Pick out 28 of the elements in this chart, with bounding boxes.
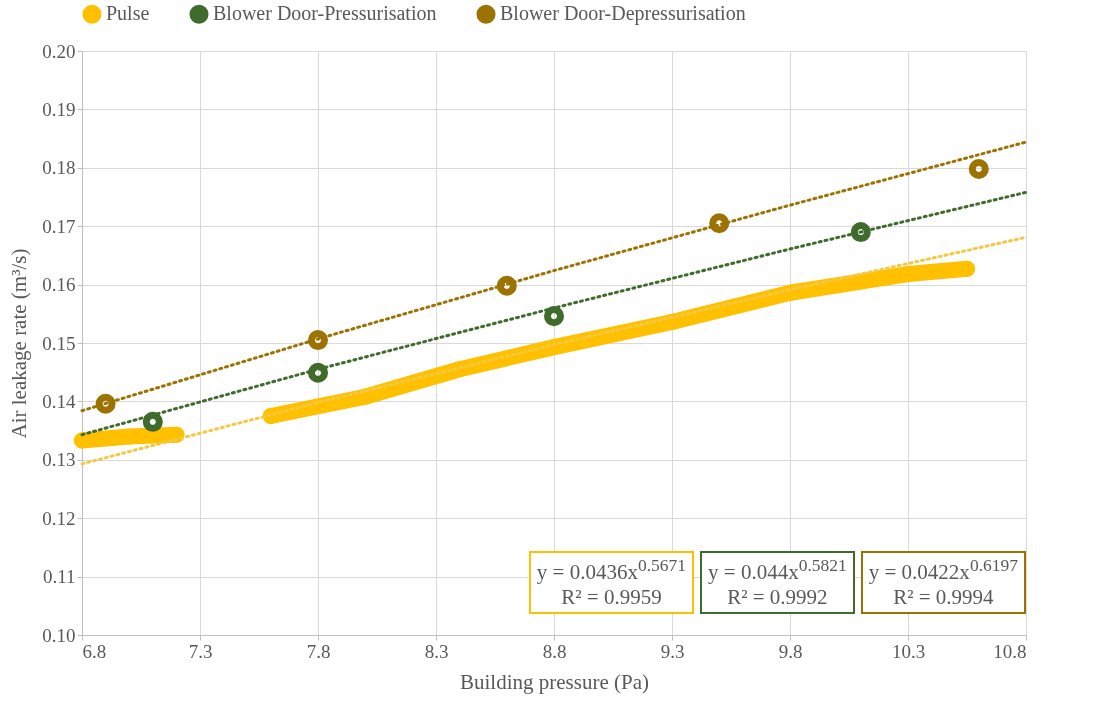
x-tick-label: 10.3 xyxy=(891,640,926,662)
x-tick-label: 9.8 xyxy=(778,640,803,662)
y-tick-label: 0.18 xyxy=(42,157,76,179)
y-tick-label: 0.17 xyxy=(42,215,76,237)
y-tick-label: 0.11 xyxy=(42,566,76,588)
y-tick-label: 0.20 xyxy=(42,40,76,62)
x-tick-label: 9.3 xyxy=(660,640,685,662)
legend-label: Pulse xyxy=(106,2,150,25)
y-tick-label: 0.19 xyxy=(42,98,76,120)
y-axis-title: Air leakage rate (m³/s) xyxy=(7,248,32,439)
legend-label: Blower Door-Depressurisation xyxy=(500,2,746,26)
y-tick-label: 0.15 xyxy=(42,332,76,354)
annotation: y = 0.044x$^{0.5821}$ R² = 0.9992 xyxy=(700,551,855,615)
x-tick-label: 10.8 xyxy=(993,640,1027,662)
y-tick-label: 0.10 xyxy=(42,624,76,646)
y-tick-label: 0.16 xyxy=(42,274,76,296)
x-tick-label: 8.8 xyxy=(542,640,567,662)
legend-label: Blower Door-Pressurisation xyxy=(213,2,437,25)
x-tick-label: 8.3 xyxy=(424,640,449,662)
x-tick-label: 7.3 xyxy=(188,640,213,662)
annotation: y = 0.0436x$^{0.5671}$ R² = 0.9959 xyxy=(528,551,695,615)
x-tick-label: 7.8 xyxy=(306,640,331,662)
annotation: y = 0.0422x$^{0.6197}$ R² = 0.9994 xyxy=(860,551,1026,615)
y-tick-label: 0.12 xyxy=(42,507,76,529)
x-axis-title: Building pressure (Pa) xyxy=(460,669,649,694)
y-tick-label: 0.14 xyxy=(42,390,76,412)
x-tick-label: 6.8 xyxy=(82,640,107,662)
y-tick-label: 0.13 xyxy=(42,449,76,471)
